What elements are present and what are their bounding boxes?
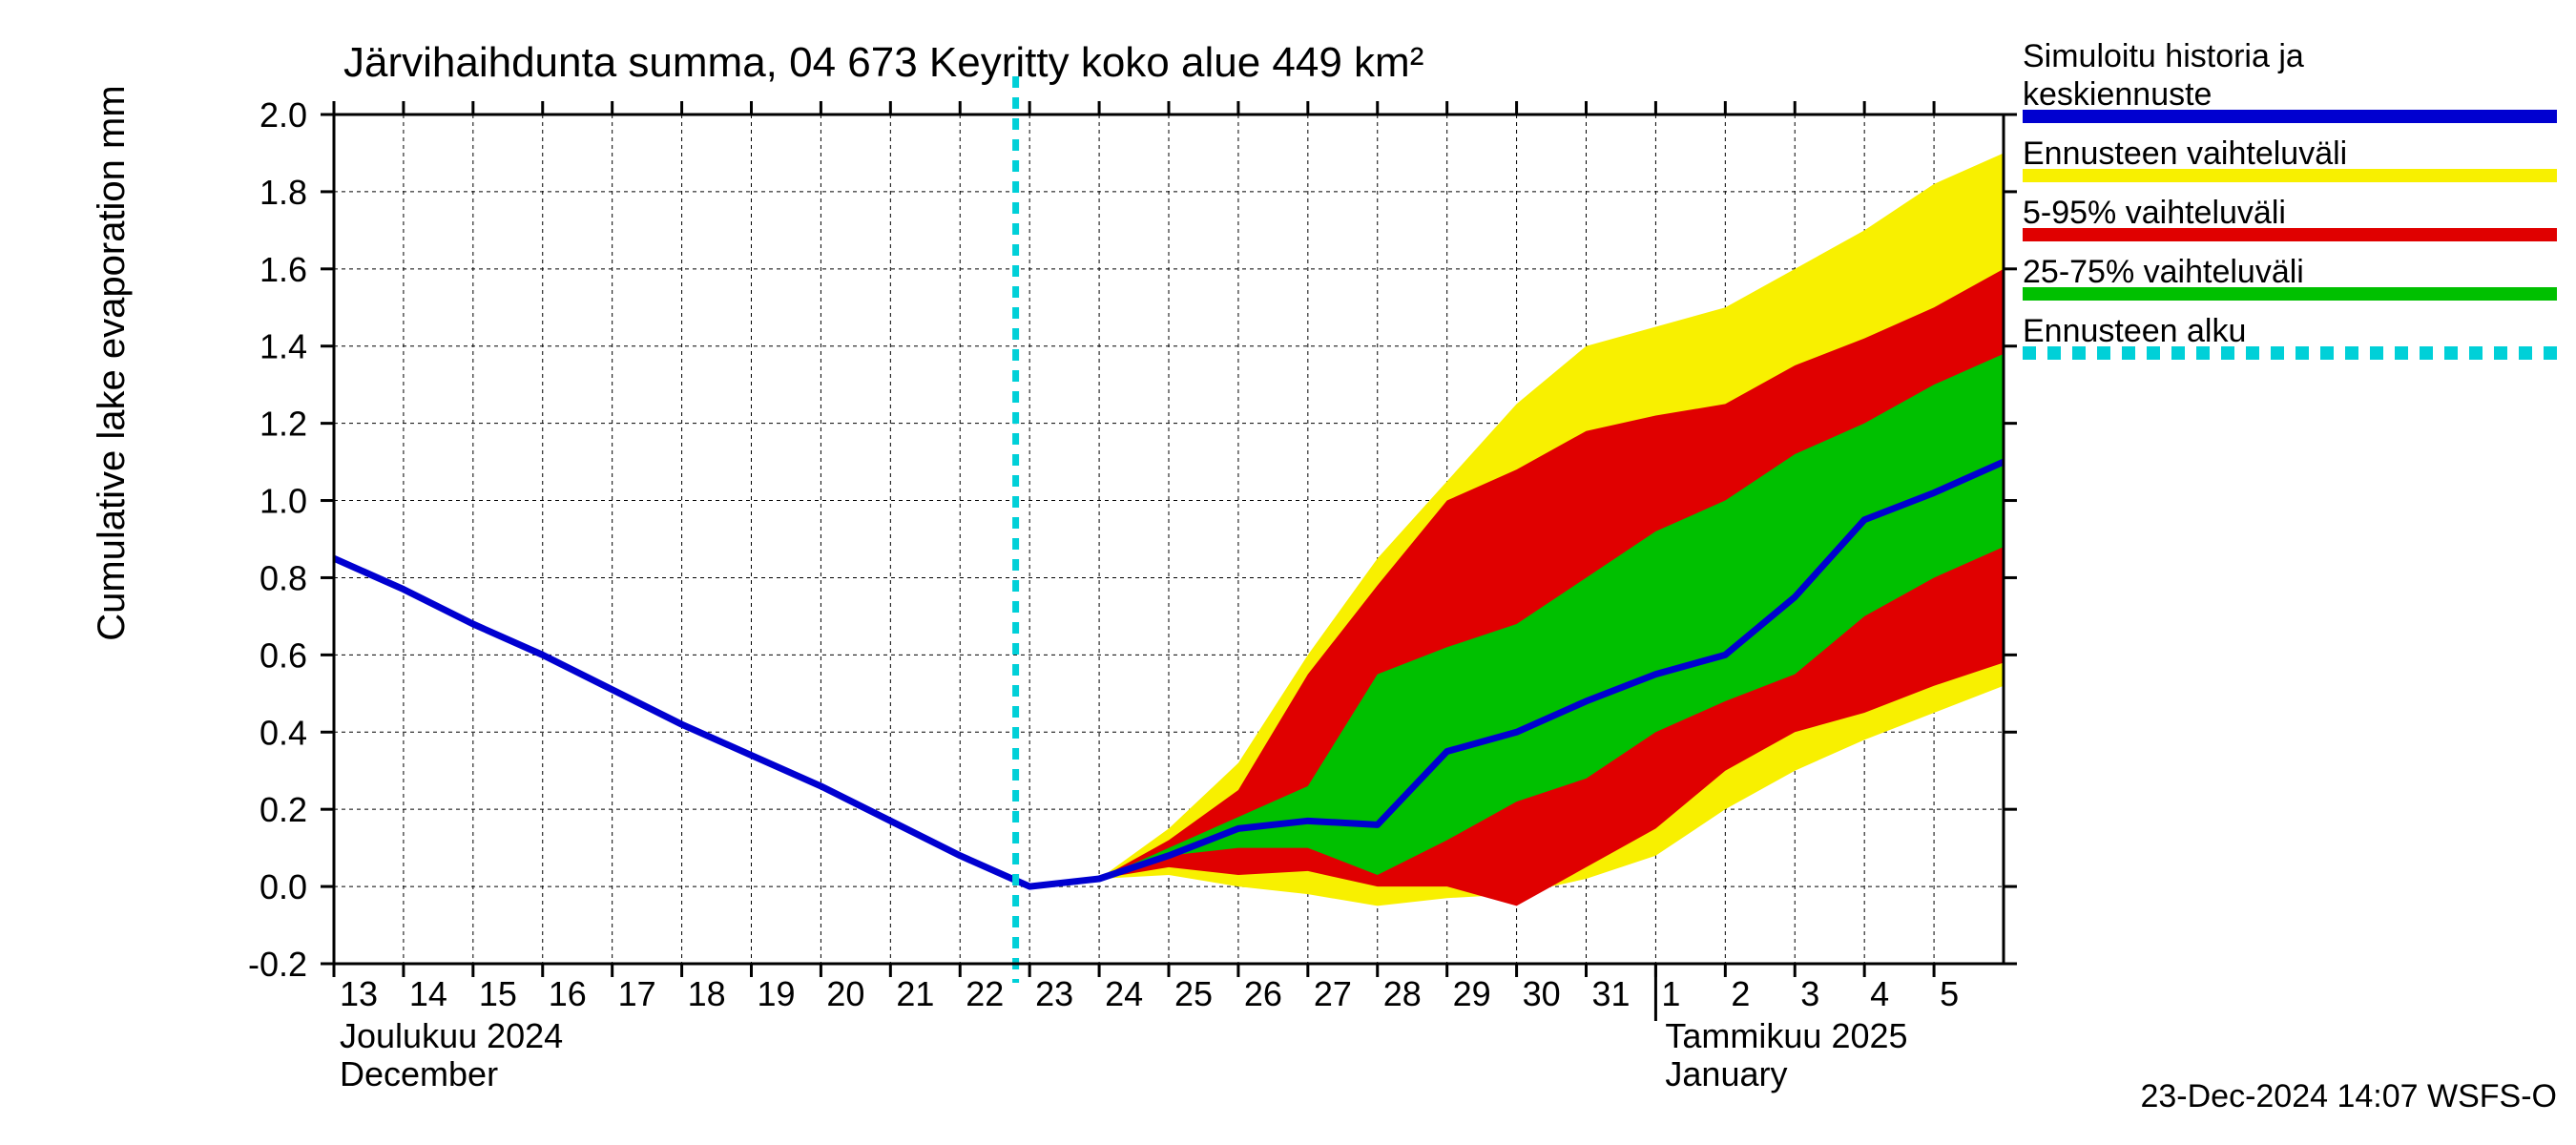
x-tick-label: 2 [1731, 974, 1750, 1013]
x-tick-label: 21 [896, 974, 934, 1013]
y-tick-label: 0.2 [260, 790, 307, 829]
month-label-right-1: Tammikuu 2025 [1665, 1016, 1907, 1055]
x-tick-label: 31 [1592, 974, 1631, 1013]
y-tick-label: 1.8 [260, 173, 307, 212]
x-tick-label: 5 [1940, 974, 1959, 1013]
x-tick-label: 29 [1453, 974, 1491, 1013]
footer-timestamp: 23-Dec-2024 14:07 WSFS-O [2140, 1078, 2557, 1114]
x-tick-label: 28 [1383, 974, 1422, 1013]
x-tick-label: 3 [1800, 974, 1819, 1013]
month-label-left-2: December [340, 1054, 498, 1093]
x-tick-label: 22 [966, 974, 1004, 1013]
y-tick-label: 0.6 [260, 635, 307, 675]
legend-label: Simuloitu historia ja [2023, 38, 2304, 74]
month-label-right-2: January [1665, 1054, 1787, 1093]
y-tick-label: 1.2 [260, 405, 307, 444]
x-tick-label: 1 [1661, 974, 1680, 1013]
x-tick-label: 24 [1105, 974, 1143, 1013]
chart-title: Järvihaihdunta summa, 04 673 Keyritty ko… [343, 39, 1423, 86]
x-tick-label: 19 [758, 974, 796, 1013]
x-tick-label: 15 [479, 974, 517, 1013]
y-tick-label: 2.0 [260, 95, 307, 135]
x-tick-label: 17 [618, 974, 656, 1013]
x-tick-label: 23 [1035, 974, 1073, 1013]
x-tick-label: 4 [1870, 974, 1889, 1013]
y-axis-label: Cumulative lake evaporation mm [91, 85, 133, 640]
x-tick-label: 14 [409, 974, 447, 1013]
y-tick-label: 1.4 [260, 327, 307, 366]
legend-label: 5-95% vaihteluväli [2023, 195, 2286, 231]
legend-label: keskiennuste [2023, 76, 2212, 113]
x-tick-label: 30 [1523, 974, 1561, 1013]
y-tick-label: 1.0 [260, 482, 307, 521]
legend-label: 25-75% vaihteluväli [2023, 254, 2304, 290]
chart-container: -0.20.00.20.40.60.81.01.21.41.61.82.0131… [0, 0, 2576, 1145]
chart-svg: -0.20.00.20.40.60.81.01.21.41.61.82.0131… [0, 0, 2576, 1145]
legend-label: Ennusteen vaihteluväli [2023, 135, 2347, 172]
y-tick-label: 0.4 [260, 713, 307, 752]
x-tick-label: 27 [1314, 974, 1352, 1013]
y-tick-label: 1.6 [260, 250, 307, 289]
x-tick-label: 16 [549, 974, 587, 1013]
legend-label: Ennusteen alku [2023, 313, 2246, 349]
x-tick-label: 18 [688, 974, 726, 1013]
y-tick-label: 0.8 [260, 558, 307, 597]
x-tick-label: 25 [1174, 974, 1213, 1013]
y-tick-label: 0.0 [260, 867, 307, 906]
month-label-left-1: Joulukuu 2024 [340, 1016, 563, 1055]
y-tick-label: -0.2 [248, 945, 307, 984]
x-tick-label: 26 [1244, 974, 1282, 1013]
x-tick-label: 20 [826, 974, 864, 1013]
x-tick-label: 13 [340, 974, 378, 1013]
